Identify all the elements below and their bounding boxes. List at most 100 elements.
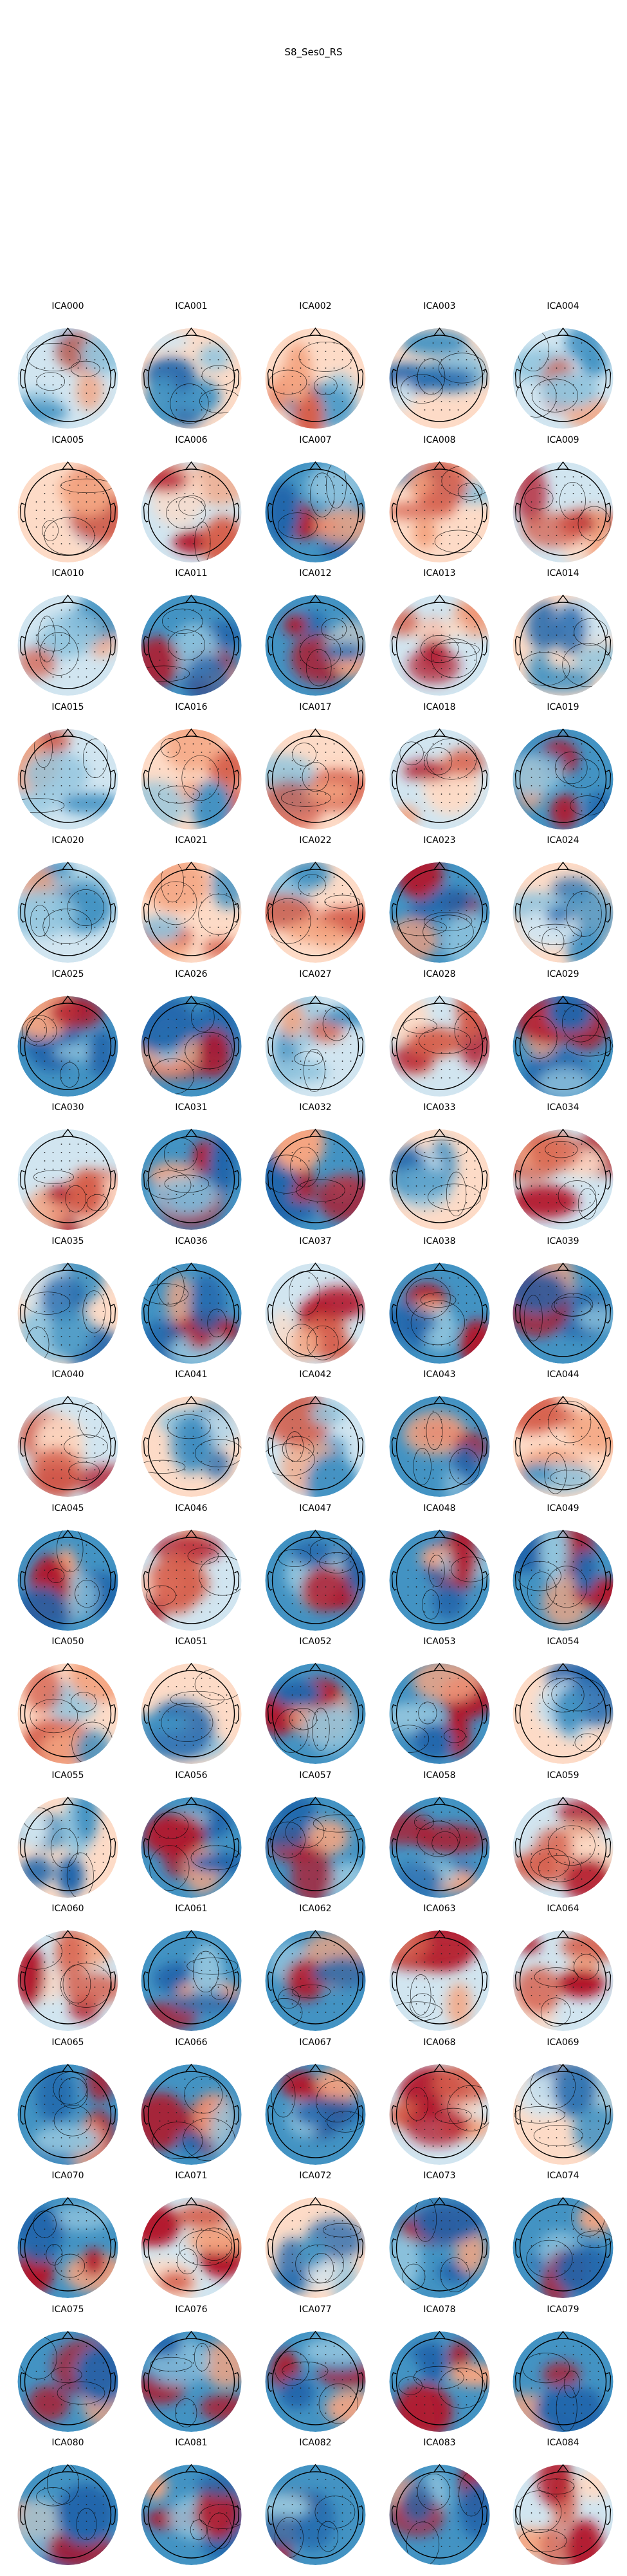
component-label: ICA058 — [423, 1770, 456, 1781]
head-outline — [147, 1403, 235, 1490]
head-topomap — [513, 861, 613, 963]
nose — [433, 2463, 446, 2473]
right-ear — [606, 769, 612, 790]
topomap-ica048: ICA048 — [383, 1503, 496, 1631]
nose — [61, 1262, 75, 1271]
head-outline — [147, 602, 235, 689]
nose — [185, 327, 198, 337]
component-label: ICA069 — [547, 2037, 579, 2048]
left-ear — [391, 1036, 397, 1057]
nose — [309, 2463, 322, 2473]
component-label: ICA067 — [299, 2037, 332, 2048]
head-outline — [395, 602, 484, 689]
right-ear — [358, 636, 364, 656]
head-topomap — [513, 1262, 613, 1364]
head-outline — [147, 1937, 235, 2025]
component-label: ICA044 — [547, 1369, 579, 1380]
component-label: ICA014 — [547, 568, 579, 579]
left-ear — [514, 369, 520, 389]
right-ear — [482, 1303, 488, 1324]
head-topomap — [513, 327, 613, 429]
head-topomap — [265, 327, 366, 429]
topomap-ica017: ICA017 — [259, 701, 372, 829]
topomap-ica002: ICA002 — [259, 301, 372, 429]
component-label: ICA011 — [175, 568, 208, 579]
nose — [556, 1395, 570, 1405]
head-topomap — [141, 594, 242, 696]
nose — [309, 1529, 322, 1538]
nose — [433, 327, 446, 337]
nose — [433, 2330, 446, 2339]
topomap-ica060: ICA060 — [12, 1904, 124, 2031]
component-label: ICA059 — [547, 1770, 579, 1781]
left-ear — [19, 2371, 25, 2392]
right-ear — [482, 636, 488, 656]
component-label: ICA065 — [51, 2037, 84, 2048]
nose — [309, 1796, 322, 1805]
head-outline — [395, 335, 484, 422]
component-label: ICA079 — [547, 2304, 579, 2315]
nose — [61, 1128, 75, 1138]
head-topomap — [513, 2463, 613, 2565]
nose — [309, 1662, 322, 1672]
component-label: ICA034 — [547, 1102, 579, 1113]
topomap-ica054: ICA054 — [507, 1636, 619, 1764]
topomap-ica044: ICA044 — [507, 1369, 619, 1497]
head-outline — [147, 2337, 235, 2425]
component-label: ICA075 — [51, 2304, 84, 2315]
left-ear — [267, 1570, 273, 1591]
head-outline — [271, 1136, 359, 1223]
topomap-ica084: ICA084 — [507, 2438, 619, 2565]
head-outline — [271, 1002, 359, 1090]
topomap-ica003: ICA003 — [383, 301, 496, 429]
left-ear — [143, 1437, 149, 1457]
topomap-ica079: ICA079 — [507, 2304, 619, 2432]
topomap-ica046: ICA046 — [135, 1503, 248, 1631]
component-label: ICA052 — [299, 1636, 332, 1647]
head-outline — [147, 2471, 235, 2559]
right-ear — [358, 903, 364, 923]
head-topomap — [17, 1262, 118, 1364]
topomap-ica022: ICA022 — [259, 835, 372, 963]
head-outline — [24, 335, 112, 422]
right-ear — [358, 502, 364, 523]
right-ear — [234, 1437, 240, 1457]
left-ear — [267, 2104, 273, 2125]
topomap-ica083: ICA083 — [383, 2438, 496, 2565]
topomap-ica075: ICA075 — [12, 2304, 124, 2432]
left-ear — [514, 1570, 520, 1591]
right-ear — [234, 2238, 240, 2258]
component-label: ICA043 — [423, 1369, 456, 1380]
right-ear — [482, 1170, 488, 1190]
nose — [556, 1262, 570, 1271]
right-ear — [111, 1437, 116, 1457]
left-ear — [143, 1837, 149, 1858]
left-ear — [391, 1170, 397, 1190]
head-outline — [271, 2070, 359, 2158]
head-outline — [271, 1937, 359, 2025]
component-label: ICA017 — [299, 701, 332, 712]
topomap-ica065: ICA065 — [12, 2037, 124, 2165]
nose — [185, 1662, 198, 1672]
head-topomap — [141, 995, 242, 1097]
nose — [185, 2063, 198, 2072]
component-label: ICA010 — [51, 568, 84, 579]
head-topomap — [389, 594, 490, 696]
right-ear — [358, 1837, 364, 1858]
head-outline — [519, 1269, 607, 1357]
topomap-ica056: ICA056 — [135, 1770, 248, 1898]
topomap-ica016: ICA016 — [135, 702, 248, 829]
left-ear — [19, 369, 25, 389]
head-topomap — [17, 1662, 118, 1764]
left-ear — [391, 903, 397, 923]
left-ear — [267, 1971, 273, 1991]
right-ear — [482, 1570, 488, 1591]
component-label: ICA078 — [423, 2304, 456, 2315]
head-outline — [271, 468, 359, 556]
right-ear — [111, 1837, 116, 1858]
head-topomap — [513, 594, 613, 696]
right-ear — [482, 1837, 488, 1858]
head-outline — [519, 1803, 607, 1891]
head-outline — [24, 2337, 112, 2425]
head-outline — [395, 1269, 484, 1357]
